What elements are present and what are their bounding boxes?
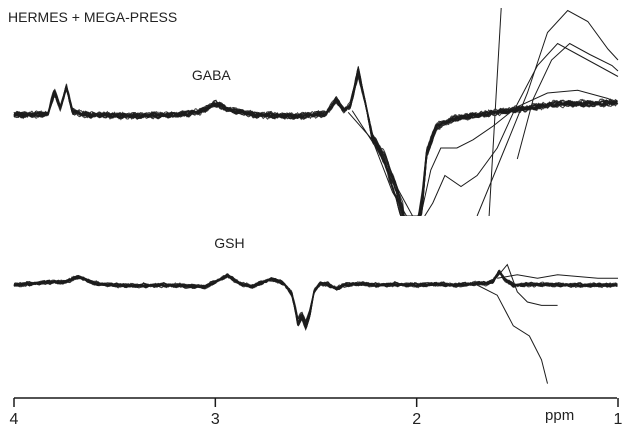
outlier-trace	[516, 42, 619, 160]
spectrum-trace	[13, 269, 618, 331]
chart-title: HERMES + MEGA-PRESS	[8, 9, 177, 25]
gaba-panel	[13, 8, 619, 216]
spectrum-trace	[13, 65, 618, 216]
gaba-label: GABA	[192, 67, 232, 83]
x-tick-label: 2	[412, 411, 421, 428]
outlier-trace	[492, 263, 558, 306]
outlier-trace	[424, 42, 619, 216]
spectrum-trace	[13, 271, 618, 326]
spectrum-trace	[13, 271, 618, 330]
x-tick-label: 4	[10, 411, 19, 428]
spectrum-trace	[13, 66, 618, 216]
spectrum-trace	[13, 271, 618, 330]
spectrum-trace	[13, 66, 618, 216]
spectrum-trace	[13, 70, 618, 216]
outlier-trace	[476, 284, 548, 384]
spectrum-trace	[13, 270, 618, 330]
spectrum-trace	[13, 73, 618, 216]
spectrum-trace	[14, 272, 618, 327]
x-tick-label: 1	[614, 411, 622, 428]
spectrum-trace	[13, 273, 618, 322]
spectrum-trace	[13, 271, 618, 328]
spectrum-trace	[13, 271, 618, 326]
x-tick-label: 3	[211, 411, 220, 428]
x-axis-label: ppm	[545, 407, 574, 424]
spectrum-trace	[13, 272, 618, 325]
gsh-label: GSH	[214, 235, 244, 251]
gsh-panel	[13, 263, 618, 384]
outlier-trace	[351, 110, 414, 216]
spectrum-trace	[13, 270, 618, 326]
outlier-trace	[476, 9, 619, 216]
spectrum-trace	[13, 270, 618, 328]
x-axis: 4 3 2 1 ppm	[10, 397, 622, 428]
outlier-trace	[347, 111, 408, 216]
spectrum-trace	[13, 73, 618, 216]
outlier-trace	[420, 89, 619, 216]
outlier-trace	[488, 8, 502, 216]
spectrum-trace	[13, 65, 618, 216]
spectrum-trace	[13, 271, 618, 325]
spectrum-trace	[13, 76, 618, 216]
spectrum-trace	[13, 270, 618, 329]
outlier-trace	[497, 274, 618, 279]
spectrum-trace	[14, 270, 618, 323]
spectrum-trace	[13, 73, 618, 216]
spectrum-trace	[13, 67, 618, 216]
